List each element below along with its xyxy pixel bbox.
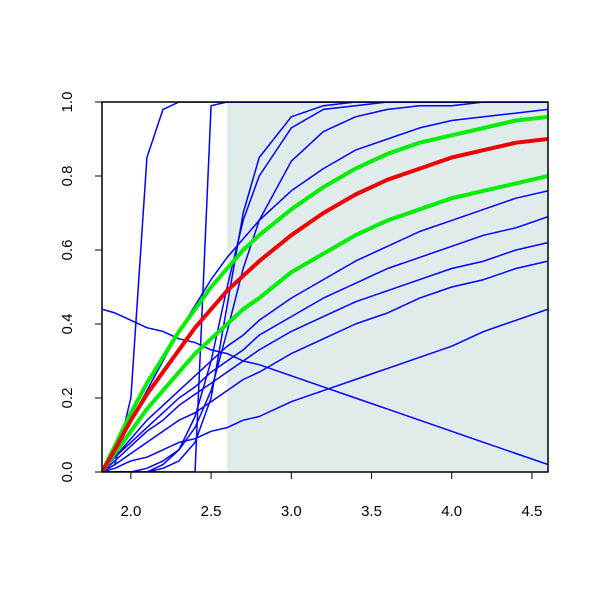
plot-area [102, 102, 548, 472]
x-tick-label: 4.5 [522, 503, 543, 520]
series-line [102, 260, 548, 472]
x-tick-label: 2.0 [120, 503, 141, 520]
series-line [102, 102, 548, 472]
y-tick-label: 1.0 [59, 92, 76, 113]
y-tick-label: 0.2 [59, 388, 76, 409]
x-tick-label: 4.0 [441, 503, 462, 520]
y-tick-label: 0.8 [59, 166, 76, 187]
series-line [102, 174, 548, 472]
series-line [102, 190, 548, 472]
series-line [102, 308, 548, 472]
series-line [102, 137, 548, 472]
series-line [102, 241, 548, 472]
x-tick-label: 2.5 [201, 503, 222, 520]
series-line [102, 108, 548, 472]
series-line [102, 215, 548, 472]
series-line [102, 114, 548, 472]
y-tick-label: 0.6 [59, 240, 76, 261]
y-tick-label: 0.0 [59, 462, 76, 483]
plot-box [101, 101, 549, 473]
x-tick-label: 3.0 [281, 503, 302, 520]
shaded-region [227, 102, 548, 472]
series-line [102, 102, 548, 472]
y-tick-label: 0.4 [59, 314, 76, 335]
series-line [102, 308, 548, 466]
x-tick-label: 3.5 [361, 503, 382, 520]
